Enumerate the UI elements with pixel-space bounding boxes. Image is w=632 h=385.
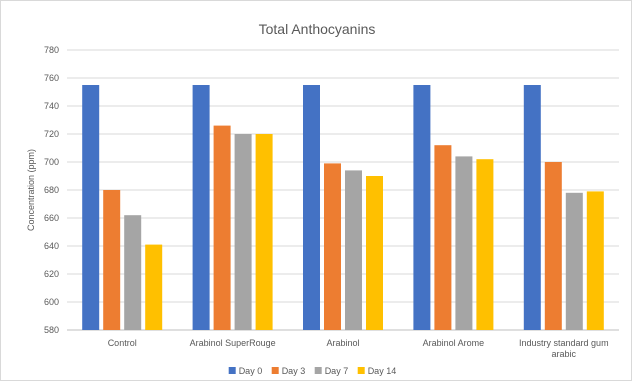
- bar: [213, 125, 231, 330]
- x-axis-labels: Control Arabinol SuperRouge Arabinol Arabin…: [108, 338, 609, 359]
- x-tick-label: Arabinol Arome: [423, 338, 485, 348]
- x-tick-label: Arabinol: [326, 338, 359, 348]
- y-tick-label: 740: [44, 101, 59, 111]
- legend-label: Day 3: [282, 366, 306, 376]
- y-tick-label: 780: [44, 45, 59, 55]
- bar: [303, 85, 320, 330]
- bar: [455, 156, 473, 330]
- bar: [255, 134, 273, 330]
- bar: [586, 191, 604, 330]
- bar: [434, 145, 452, 330]
- y-tick-label: 600: [44, 297, 59, 307]
- chart-title: Total Anthocyanins: [259, 21, 376, 37]
- legend-label: Day 14: [368, 366, 397, 376]
- legend-swatch: [314, 367, 322, 374]
- legend-swatch: [271, 367, 279, 374]
- x-tick-label: Industry standard gum arabic: [519, 338, 609, 359]
- x-tick-label: Arabinol SuperRouge: [190, 338, 276, 348]
- bar: [124, 215, 142, 330]
- bar: [544, 162, 562, 330]
- legend-label: Day 7: [325, 366, 349, 376]
- y-tick-label: 640: [44, 241, 59, 251]
- bars: [82, 85, 604, 330]
- bar: [324, 163, 341, 330]
- legend-swatch: [228, 367, 236, 374]
- legend-label: Day 0: [239, 366, 263, 376]
- y-tick-label: 760: [44, 73, 59, 83]
- bar: [366, 176, 383, 330]
- bar: [192, 85, 210, 330]
- y-tick-label: 680: [44, 185, 59, 195]
- bar: [345, 170, 362, 330]
- y-tick-label: 660: [44, 213, 59, 223]
- bar: [476, 159, 494, 330]
- y-axis-label: Concentration (ppm): [26, 149, 36, 231]
- x-tick-label: Control: [108, 338, 137, 348]
- bar: [523, 85, 541, 330]
- y-tick-label: 700: [44, 157, 59, 167]
- y-tick-label: 580: [44, 325, 59, 335]
- y-tick-label: 620: [44, 269, 59, 279]
- legend-swatch: [357, 367, 365, 374]
- bar: [565, 192, 583, 330]
- legend: Day 0 Day 3 Day 7 Day 14: [228, 366, 397, 376]
- bar: [145, 244, 163, 330]
- bar: [82, 85, 100, 330]
- bar: [234, 134, 252, 330]
- bar: [103, 190, 121, 330]
- y-axis-ticks: 580 600 620 640 660 680 700 720 740 760 780: [44, 45, 59, 335]
- y-tick-label: 720: [44, 129, 59, 139]
- bar: [413, 85, 431, 330]
